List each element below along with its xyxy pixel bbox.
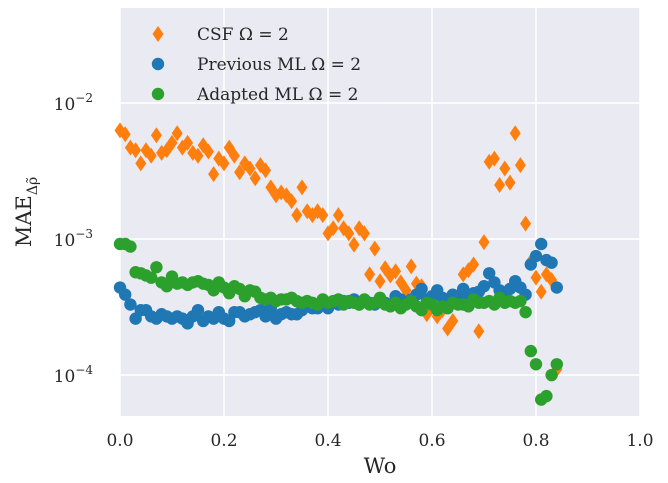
legend-label: CSF Ω = 2 — [197, 25, 289, 45]
data-point — [514, 157, 526, 174]
data-point — [535, 237, 548, 251]
data-point — [509, 125, 521, 142]
data-point — [145, 271, 158, 284]
data-point — [332, 207, 344, 224]
x-tick-label: 0.8 — [522, 431, 549, 451]
data-point — [327, 220, 339, 237]
data-point — [343, 225, 355, 242]
data-point — [286, 193, 298, 210]
y-tick-label: 10−3 — [54, 227, 93, 251]
y-tick-exponent: −4 — [75, 363, 93, 377]
data-point — [135, 155, 147, 172]
data-point — [166, 134, 178, 151]
y-tick-exponent: −3 — [75, 227, 93, 241]
data-point — [228, 147, 240, 164]
y-axis-label-main: MAE — [12, 195, 36, 247]
data-point — [535, 283, 547, 300]
data-point — [202, 143, 214, 160]
data-point — [478, 234, 490, 251]
data-point — [545, 256, 558, 269]
data-point — [447, 312, 459, 329]
legend: CSF Ω = 2 Previous ML Ω = 2 Adapted ML Ω =… — [151, 25, 361, 105]
data-point — [182, 134, 194, 151]
y-ticks: 10−210−310−4 — [54, 91, 94, 387]
data-point — [260, 162, 272, 179]
data-point — [160, 280, 173, 293]
data-point — [291, 207, 303, 224]
data-point — [130, 142, 142, 159]
data-point — [124, 240, 137, 253]
series-2 — [113, 237, 563, 406]
data-point — [483, 267, 496, 280]
data-point — [119, 126, 131, 143]
legend-label: Previous ML Ω = 2 — [197, 55, 361, 75]
data-point — [234, 164, 246, 181]
y-tick-label: 10−4 — [54, 363, 94, 387]
data-point — [504, 174, 516, 191]
data-point — [249, 170, 261, 187]
x-tick-label: 0.2 — [210, 431, 237, 451]
data-point — [473, 323, 485, 340]
data-point — [124, 298, 137, 311]
data-point — [499, 160, 511, 177]
y-tick-base: 10 — [54, 95, 76, 115]
data-point — [364, 266, 376, 283]
data-point — [540, 389, 553, 403]
x-tick-label: 1.0 — [626, 431, 653, 451]
data-point — [119, 288, 132, 301]
x-tick-label: 0.0 — [106, 431, 133, 451]
data-point — [348, 236, 360, 253]
data-point — [405, 258, 417, 275]
legend-marker — [151, 87, 165, 101]
data-point — [529, 249, 543, 263]
data-point — [145, 147, 157, 164]
data-point — [514, 294, 527, 308]
x-axis-label: Wo — [364, 454, 397, 478]
y-axis-label: MAEΔρ̃ — [12, 177, 41, 247]
y-tick-base: 10 — [54, 231, 76, 251]
data-point — [550, 358, 563, 371]
data-point — [369, 240, 381, 257]
y-tick-base: 10 — [54, 367, 76, 387]
series-group — [113, 122, 563, 406]
x-tick-label: 0.6 — [418, 431, 445, 451]
legend-marker — [152, 26, 164, 42]
data-point — [150, 127, 162, 144]
data-point — [208, 166, 220, 183]
y-tick-label: 10−2 — [54, 91, 93, 115]
legend-marker — [151, 57, 165, 71]
data-point — [191, 303, 205, 317]
data-point — [415, 282, 428, 296]
data-point — [477, 280, 491, 293]
grid — [119, 8, 641, 416]
data-point — [317, 207, 329, 224]
data-point — [488, 150, 500, 167]
data-point — [530, 269, 542, 286]
data-point — [524, 344, 537, 358]
y-tick-exponent: −2 — [75, 91, 93, 105]
data-point — [550, 281, 563, 294]
data-point — [519, 305, 532, 319]
data-point — [545, 368, 558, 382]
data-point — [390, 263, 402, 280]
data-point — [468, 256, 480, 273]
data-point — [296, 179, 308, 196]
y-axis-label-subscript: Δρ̃ — [25, 177, 41, 195]
plot-background — [120, 8, 640, 416]
series-0 — [114, 122, 563, 378]
x-tick-label: 0.4 — [314, 431, 341, 451]
data-point — [150, 261, 163, 274]
legend-label: Adapted ML Ω = 2 — [196, 85, 358, 105]
data-point — [374, 273, 386, 290]
data-point — [529, 358, 543, 371]
data-point — [520, 215, 532, 232]
data-point — [218, 155, 230, 172]
data-point — [192, 147, 204, 164]
data-point — [171, 125, 183, 142]
data-point — [494, 176, 506, 193]
data-point — [244, 160, 256, 177]
x-ticks: 0.0 0.2 0.4 0.6 0.8 1.0 — [106, 431, 653, 451]
data-point — [358, 225, 370, 242]
